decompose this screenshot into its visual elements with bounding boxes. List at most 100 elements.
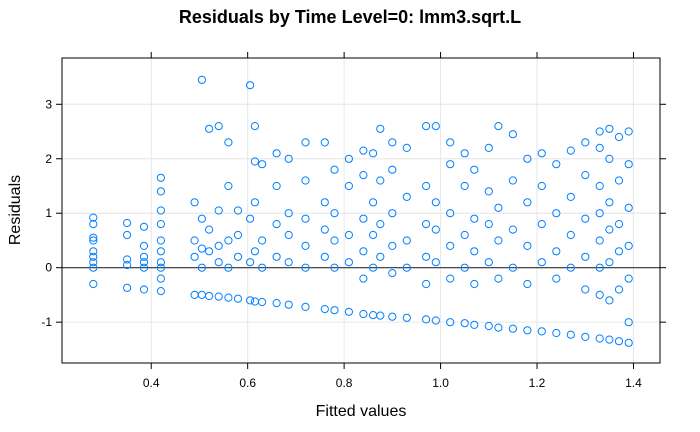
data-point-8 bbox=[89, 213, 98, 222]
data-point-29 bbox=[156, 173, 165, 182]
data-point-101 bbox=[359, 309, 368, 319]
data-point-178 bbox=[537, 181, 546, 191]
data-point-0 bbox=[89, 279, 98, 289]
data-point-46 bbox=[214, 206, 223, 215]
data-point-132 bbox=[422, 181, 431, 191]
data-point-27 bbox=[156, 206, 165, 215]
data-point-154 bbox=[470, 165, 479, 174]
data-point-31 bbox=[190, 252, 199, 261]
data-point-150 bbox=[470, 320, 479, 329]
data-point-135 bbox=[431, 258, 440, 267]
data-point-37 bbox=[197, 214, 206, 223]
data-point-80 bbox=[301, 302, 310, 311]
data-point-47 bbox=[214, 122, 223, 131]
y-tick-label-4: 3 bbox=[45, 97, 52, 111]
data-point-76 bbox=[284, 258, 293, 267]
data-point-141 bbox=[446, 241, 455, 250]
data-point-160 bbox=[494, 323, 503, 332]
data-point-200 bbox=[595, 209, 604, 218]
data-point-174 bbox=[523, 154, 532, 163]
data-point-148 bbox=[460, 181, 469, 191]
data-point-56 bbox=[233, 206, 243, 215]
data-point-73 bbox=[272, 181, 281, 191]
data-point-28 bbox=[156, 187, 165, 196]
data-point-212 bbox=[614, 285, 624, 294]
data-point-41 bbox=[205, 225, 214, 234]
data-point-199 bbox=[595, 236, 604, 245]
data-point-165 bbox=[508, 324, 518, 333]
data-point-195 bbox=[581, 138, 590, 147]
data-point-139 bbox=[446, 318, 455, 327]
data-point-126 bbox=[402, 192, 411, 201]
data-point-105 bbox=[359, 171, 368, 180]
data-point-196 bbox=[595, 334, 604, 343]
data-point-18 bbox=[139, 241, 149, 250]
data-point-190 bbox=[581, 332, 590, 341]
data-point-108 bbox=[369, 263, 378, 272]
data-point-17 bbox=[139, 252, 149, 261]
data-point-113 bbox=[376, 252, 385, 261]
data-point-114 bbox=[376, 220, 385, 229]
data-point-111 bbox=[369, 149, 378, 158]
y-tick-label-0: -1 bbox=[41, 315, 52, 329]
data-point-140 bbox=[446, 274, 455, 283]
data-point-53 bbox=[233, 294, 243, 303]
data-point-106 bbox=[359, 146, 368, 155]
data-point-202 bbox=[595, 143, 604, 152]
data-point-109 bbox=[369, 230, 378, 240]
data-point-153 bbox=[470, 214, 479, 223]
data-point-170 bbox=[523, 326, 532, 335]
data-point-6 bbox=[89, 233, 98, 242]
data-point-99 bbox=[344, 181, 353, 191]
x-tick-label-3: 1.0 bbox=[432, 376, 449, 390]
data-point-121 bbox=[388, 165, 397, 174]
data-point-155 bbox=[484, 321, 493, 331]
data-point-124 bbox=[402, 263, 411, 272]
data-point-23 bbox=[156, 258, 165, 267]
data-point-197 bbox=[595, 290, 604, 299]
data-point-16 bbox=[139, 258, 149, 267]
data-point-218 bbox=[624, 318, 633, 327]
data-point-63 bbox=[250, 198, 259, 207]
data-point-223 bbox=[624, 127, 633, 136]
plot-frame bbox=[61, 57, 661, 364]
data-point-81 bbox=[301, 263, 310, 272]
data-point-152 bbox=[470, 247, 479, 256]
data-point-69 bbox=[258, 160, 267, 169]
data-point-122 bbox=[388, 138, 397, 147]
data-point-144 bbox=[446, 138, 455, 147]
data-point-90 bbox=[320, 138, 329, 147]
data-point-84 bbox=[301, 176, 310, 185]
data-point-112 bbox=[376, 311, 385, 320]
data-point-93 bbox=[330, 236, 339, 245]
y-tick-label-2: 1 bbox=[45, 206, 52, 220]
data-point-209 bbox=[605, 154, 614, 163]
x-tick-label-2: 0.8 bbox=[336, 376, 353, 390]
data-point-166 bbox=[508, 263, 518, 272]
data-point-102 bbox=[359, 274, 368, 283]
data-point-22 bbox=[156, 263, 165, 272]
data-point-221 bbox=[624, 203, 633, 212]
data-point-92 bbox=[330, 263, 339, 272]
data-point-172 bbox=[523, 241, 532, 250]
data-point-222 bbox=[624, 160, 633, 169]
data-point-193 bbox=[581, 214, 590, 223]
data-point-59 bbox=[246, 214, 255, 223]
data-point-103 bbox=[359, 247, 368, 256]
data-point-98 bbox=[344, 230, 353, 240]
data-point-149 bbox=[460, 149, 469, 158]
data-point-183 bbox=[552, 209, 561, 218]
data-point-143 bbox=[446, 160, 455, 169]
data-point-147 bbox=[460, 230, 469, 240]
data-point-52 bbox=[224, 138, 233, 147]
data-point-82 bbox=[301, 241, 310, 250]
data-point-208 bbox=[605, 198, 614, 207]
x-axis-label: Fitted values bbox=[316, 403, 407, 420]
data-point-184 bbox=[552, 160, 561, 169]
data-point-137 bbox=[431, 198, 440, 207]
data-point-4 bbox=[89, 247, 98, 256]
data-point-110 bbox=[369, 198, 378, 207]
data-point-128 bbox=[422, 315, 431, 324]
data-point-163 bbox=[494, 203, 503, 212]
